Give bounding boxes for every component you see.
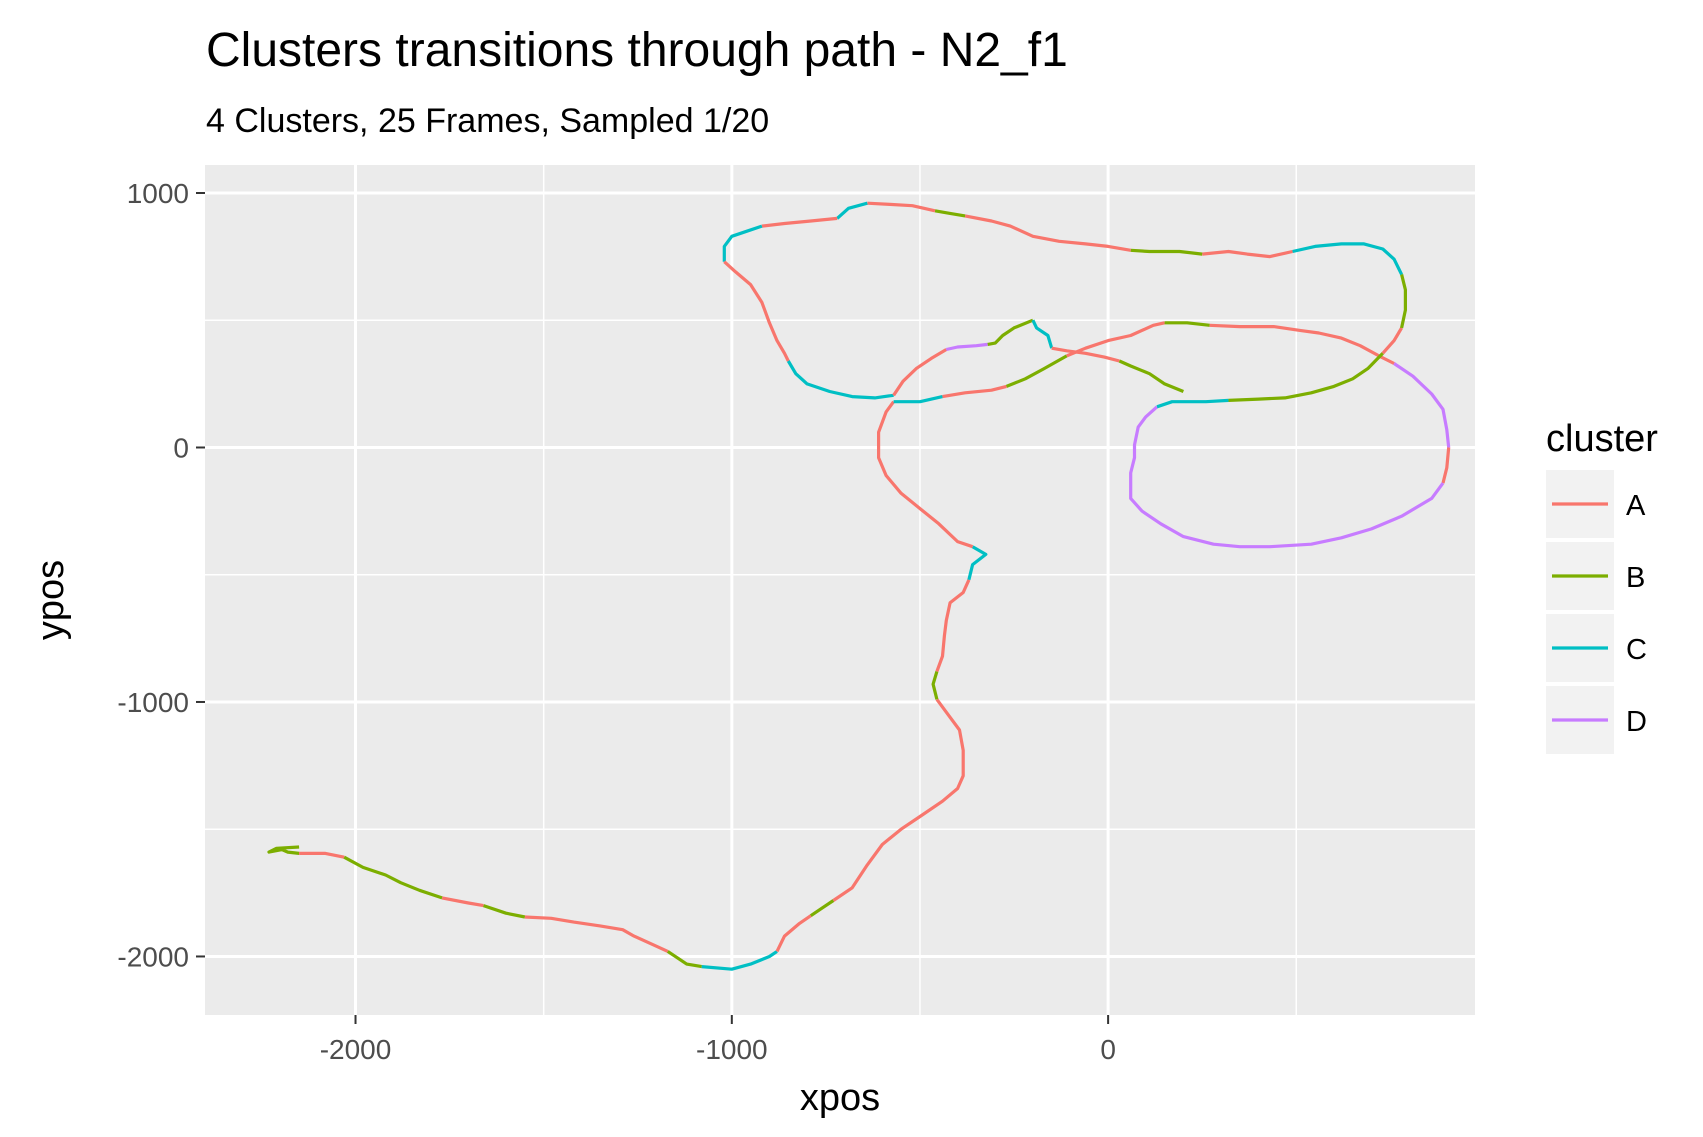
path-segment-b [1228, 352, 1384, 402]
major-gridlines [205, 165, 1475, 1015]
x-tick-label: 0 [1100, 1034, 1116, 1065]
path-segment-a [723, 260, 790, 362]
path-segment-b [931, 670, 939, 700]
path-segment-b [267, 845, 300, 855]
chart-subtitle: 4 Clusters, 25 Frames, Sampled 1/20 [206, 102, 769, 140]
path-segment-a [1202, 249, 1293, 259]
path-segment-b [809, 899, 835, 918]
path-segment-d [1129, 405, 1445, 549]
path-segment-b [934, 209, 966, 218]
path-segment-c [967, 545, 988, 581]
path-segment-a [942, 384, 1007, 399]
path-segment-a [832, 698, 965, 902]
path-segment-b [1130, 248, 1203, 256]
legend-label-d: D [1626, 706, 1647, 738]
legend: A B C D [1546, 470, 1647, 754]
path-segment-a [1381, 327, 1403, 355]
path-segment-d [1393, 362, 1451, 448]
path-segment-c [722, 224, 763, 262]
path-segment-d [945, 342, 988, 352]
path-segment-a [524, 915, 669, 953]
path-segment-a [1051, 346, 1120, 363]
legend-label-b: B [1626, 562, 1645, 594]
plot-panel [205, 165, 1475, 1015]
y-tick-label: -1000 [117, 687, 189, 718]
path-segment-c [1156, 398, 1229, 409]
legend-label-a: A [1626, 490, 1646, 522]
path-segment-a [299, 851, 345, 859]
path-segment-a [1441, 447, 1451, 484]
path-segment-b [1005, 354, 1068, 388]
cluster-path [267, 201, 1451, 971]
x-axis-title: xpos [800, 1077, 880, 1119]
path-segment-c [836, 201, 868, 220]
y-axis-ticks: -2000 -1000 0 1000 [117, 178, 205, 972]
path-segment-b [987, 318, 1034, 346]
y-axis-title: ypos [30, 560, 72, 640]
chart-title: Clusters transitions through path - N2_f… [206, 24, 1068, 77]
path-segment-a [1209, 323, 1395, 365]
path-segment-b [1400, 274, 1408, 329]
path-segment-c [1292, 242, 1404, 276]
path-segment-c [1031, 319, 1054, 349]
path-segment-b [666, 950, 702, 969]
path-segment-a [775, 914, 812, 953]
path-segment-b [343, 855, 443, 900]
x-axis-ticks: -2000 -1000 0 [320, 1015, 1116, 1065]
path-segment-a [867, 201, 936, 213]
legend-label-c: C [1626, 634, 1647, 666]
path-segment-b [482, 904, 526, 919]
path-segment-a [441, 896, 484, 908]
path-segment-b [1164, 321, 1210, 327]
legend-title: cluster [1546, 418, 1658, 460]
y-tick-label: -2000 [117, 941, 189, 972]
path-segment-b [1118, 359, 1184, 393]
path-segment-a [892, 348, 948, 397]
x-tick-label: -2000 [320, 1034, 392, 1065]
minor-gridlines [205, 165, 1475, 1015]
path-segment-a [964, 214, 1131, 252]
path-segment-a [935, 579, 971, 672]
path-segment-c [893, 395, 943, 404]
y-tick-label: 1000 [127, 178, 189, 209]
path-segment-a [761, 216, 838, 228]
path-segment-a [876, 400, 974, 549]
x-tick-label: -1000 [696, 1034, 768, 1065]
path-segment-c [701, 950, 778, 971]
path-segment-a [1066, 321, 1165, 358]
y-tick-label: 0 [173, 432, 189, 463]
path-segment-c [786, 360, 894, 400]
